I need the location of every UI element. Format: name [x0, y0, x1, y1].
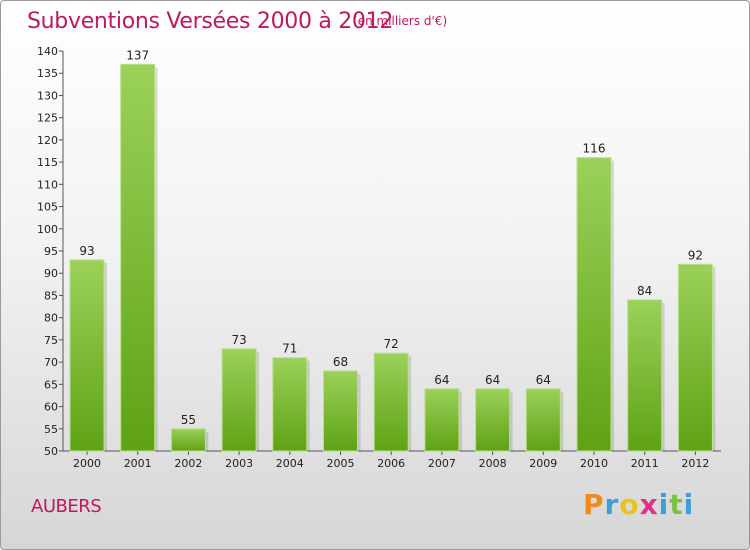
value-label-2002: 55 [181, 413, 196, 427]
logo-letter: x [639, 488, 659, 521]
bar-2006 [373, 352, 409, 452]
y-tick-label: 85 [44, 289, 58, 302]
bar-2003 [221, 348, 257, 452]
logo-letter: P [583, 488, 605, 521]
x-tick-label: 2002 [174, 457, 202, 470]
value-label-2011: 84 [637, 284, 652, 298]
y-tick-label: 105 [37, 201, 58, 214]
bar-2005 [323, 370, 358, 452]
value-label-2012: 92 [688, 248, 703, 262]
x-tick-label: 2001 [124, 457, 152, 470]
y-tick-label: 90 [44, 267, 58, 280]
value-label-2004: 71 [282, 342, 297, 356]
x-tick-label: 2004 [276, 457, 304, 470]
logo-letter: t [669, 488, 684, 521]
y-tick-label: 125 [37, 112, 58, 125]
x-tick-label: 2005 [327, 457, 355, 470]
y-tick-label: 80 [44, 312, 58, 325]
y-tick-label: 75 [44, 334, 58, 347]
value-label-2010: 116 [583, 142, 606, 156]
bar-2001 [120, 63, 156, 452]
value-label-2007: 64 [434, 373, 449, 387]
value-label-2003: 73 [231, 333, 246, 347]
y-tick-label: 50 [44, 445, 58, 458]
x-tick-label: 2009 [529, 457, 557, 470]
x-tick-label: 2007 [428, 457, 456, 470]
value-label-2008: 64 [485, 373, 500, 387]
bar-2012 [677, 263, 713, 452]
logo-letter: i [658, 488, 670, 521]
x-tick-label: 2008 [479, 457, 507, 470]
x-tick-label: 2006 [377, 457, 405, 470]
y-tick-label: 135 [37, 67, 58, 80]
value-label-2001: 137 [126, 48, 149, 62]
y-tick-label: 115 [37, 156, 58, 169]
bar-2004 [272, 357, 308, 452]
bar-2002 [170, 428, 206, 452]
bar-2009 [525, 388, 561, 452]
logo-letter: i [683, 488, 695, 521]
chart-title: Subventions Versées 2000 à 2012 [27, 9, 394, 34]
bar-2010 [576, 157, 612, 452]
value-label-2000: 93 [79, 244, 94, 258]
bar-2000 [69, 259, 105, 452]
y-tick-label: 120 [37, 134, 58, 147]
x-tick-label: 2010 [580, 457, 608, 470]
y-tick-label: 55 [44, 423, 58, 436]
y-tick-label: 100 [37, 223, 58, 236]
y-tick-label: 70 [44, 356, 58, 369]
value-label-2009: 64 [536, 373, 551, 387]
logo-letter: r [604, 488, 620, 521]
value-label-2005: 68 [333, 355, 348, 369]
bar-2011 [627, 299, 663, 452]
y-tick-label: 140 [37, 45, 58, 58]
y-tick-label: 60 [44, 401, 58, 414]
value-label-2006: 72 [384, 337, 399, 351]
x-tick-label: 2011 [631, 457, 659, 470]
bar-2008 [475, 388, 511, 452]
x-tick-label: 2000 [73, 457, 101, 470]
proxiti-logo: Proxiti [583, 488, 694, 521]
chart-subtitle: (en milliers d'€) [353, 14, 448, 28]
x-tick-label: 2003 [225, 457, 253, 470]
y-tick-label: 65 [44, 378, 58, 391]
x-tick-label: 2012 [681, 457, 709, 470]
bar-2007 [424, 388, 460, 452]
y-tick-label: 130 [37, 89, 58, 102]
y-tick-label: 95 [44, 245, 58, 258]
y-tick-label: 110 [37, 178, 58, 191]
logo-letter: o [619, 488, 640, 521]
place-name: AUBERS [31, 496, 102, 517]
